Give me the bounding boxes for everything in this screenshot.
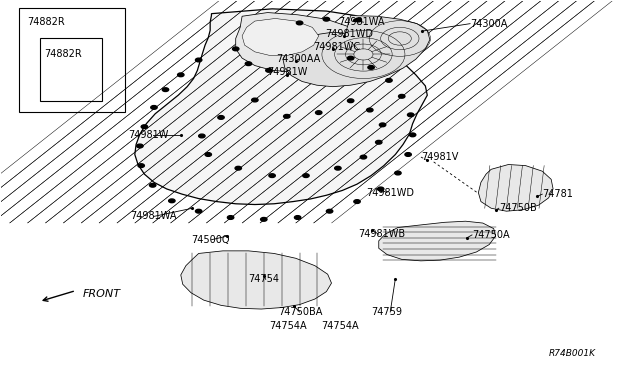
- Text: 74981WC: 74981WC: [314, 42, 361, 52]
- Circle shape: [151, 106, 157, 109]
- Text: 74300AA: 74300AA: [276, 54, 321, 64]
- Polygon shape: [135, 9, 428, 205]
- Circle shape: [410, 133, 416, 137]
- Text: 74981WD: 74981WD: [325, 29, 373, 39]
- Circle shape: [150, 183, 156, 187]
- Circle shape: [269, 174, 275, 177]
- Text: 74759: 74759: [371, 307, 402, 317]
- Circle shape: [395, 171, 401, 175]
- Text: 74981W: 74981W: [268, 67, 308, 77]
- Text: 74981WD: 74981WD: [366, 187, 414, 198]
- Circle shape: [368, 65, 374, 69]
- Circle shape: [386, 78, 392, 82]
- Text: FRONT: FRONT: [83, 289, 120, 299]
- Circle shape: [296, 21, 303, 25]
- Text: 74882R: 74882R: [28, 17, 65, 28]
- Circle shape: [198, 134, 205, 138]
- Text: R74B001K: R74B001K: [548, 349, 596, 358]
- Circle shape: [218, 116, 224, 119]
- Circle shape: [376, 140, 382, 144]
- Circle shape: [408, 113, 414, 117]
- Bar: [40, 38, 102, 101]
- Polygon shape: [236, 13, 358, 72]
- Circle shape: [252, 98, 258, 102]
- Text: 74500Q: 74500Q: [191, 235, 230, 245]
- Circle shape: [260, 218, 267, 221]
- Circle shape: [316, 111, 322, 115]
- Circle shape: [348, 99, 354, 103]
- Circle shape: [177, 73, 184, 77]
- Circle shape: [232, 47, 239, 51]
- Bar: [19, 8, 125, 112]
- Circle shape: [380, 123, 386, 127]
- Text: 74750B: 74750B: [499, 203, 536, 213]
- Circle shape: [138, 164, 145, 167]
- Circle shape: [303, 174, 309, 177]
- Circle shape: [245, 62, 252, 65]
- Circle shape: [326, 209, 333, 213]
- Text: 74981WB: 74981WB: [358, 229, 406, 239]
- Circle shape: [367, 108, 373, 112]
- Circle shape: [323, 17, 330, 21]
- Circle shape: [348, 56, 354, 60]
- Text: 74754A: 74754A: [269, 321, 307, 331]
- Text: 74781: 74781: [542, 189, 573, 199]
- Circle shape: [360, 155, 367, 159]
- Text: 74882R: 74882R: [44, 49, 82, 60]
- Polygon shape: [242, 19, 319, 55]
- Text: 74981WA: 74981WA: [338, 17, 385, 27]
- Text: 74981WA: 74981WA: [130, 211, 176, 221]
- Circle shape: [354, 200, 360, 203]
- Circle shape: [335, 166, 341, 170]
- Polygon shape: [379, 221, 495, 261]
- Circle shape: [137, 144, 143, 148]
- Text: 74750BA: 74750BA: [278, 307, 323, 317]
- Text: 74750A: 74750A: [472, 230, 509, 240]
- Circle shape: [141, 125, 148, 129]
- Circle shape: [399, 94, 405, 98]
- Circle shape: [169, 199, 175, 203]
- Circle shape: [405, 153, 412, 156]
- Polygon shape: [180, 251, 332, 309]
- Circle shape: [284, 115, 290, 118]
- Circle shape: [294, 216, 301, 219]
- Text: 74300A: 74300A: [470, 19, 508, 29]
- Circle shape: [205, 153, 211, 156]
- Text: 74981V: 74981V: [421, 152, 458, 162]
- Polygon shape: [478, 164, 553, 211]
- Circle shape: [235, 166, 241, 170]
- Circle shape: [355, 18, 362, 22]
- Circle shape: [378, 187, 384, 191]
- Text: 74981W: 74981W: [129, 130, 169, 140]
- Polygon shape: [283, 16, 430, 87]
- Text: 74754A: 74754A: [321, 321, 359, 331]
- Circle shape: [195, 58, 202, 62]
- Text: 74754: 74754: [248, 275, 280, 284]
- Circle shape: [227, 216, 234, 219]
- Circle shape: [266, 68, 272, 72]
- Circle shape: [163, 88, 169, 92]
- Circle shape: [195, 209, 202, 213]
